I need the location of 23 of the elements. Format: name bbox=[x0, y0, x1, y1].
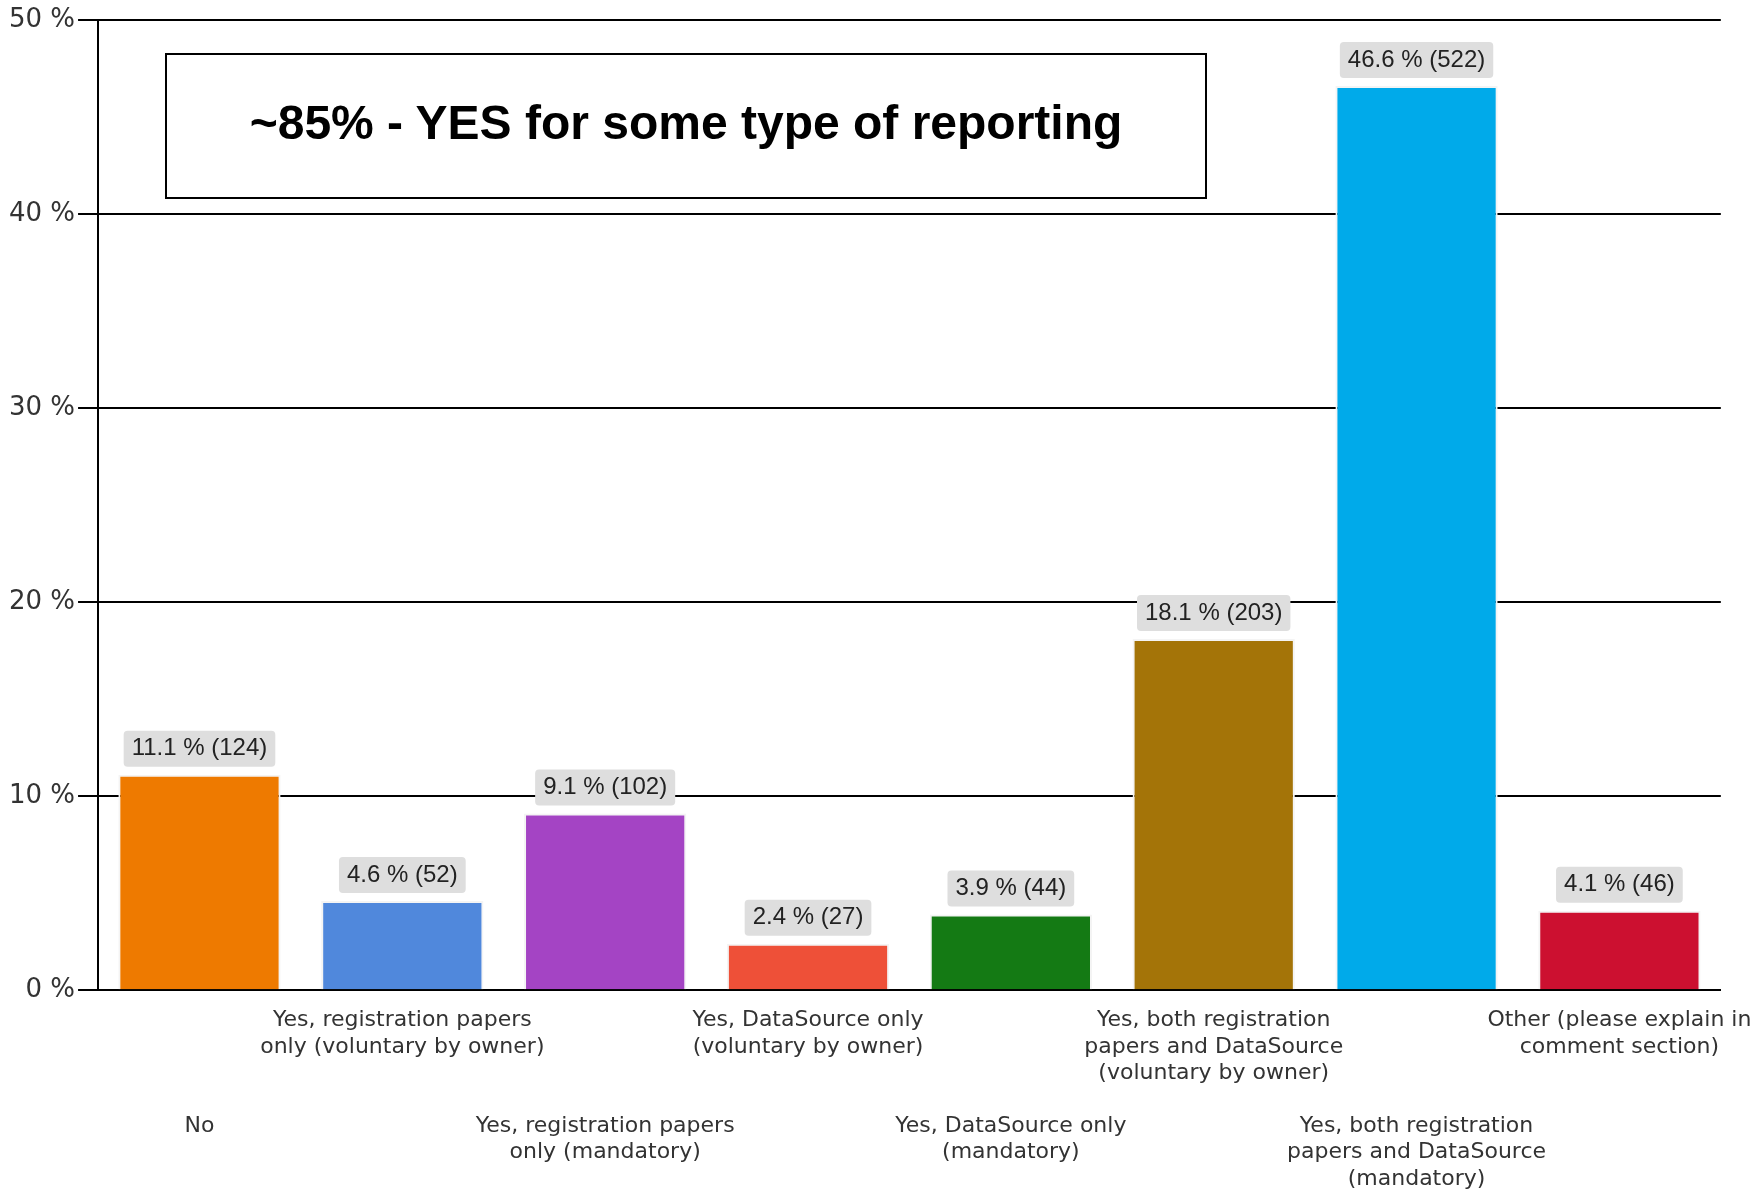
y-tick-label: 10 % bbox=[8, 778, 76, 809]
y-tick-label: 30 % bbox=[8, 390, 76, 421]
data-label: 2.4 % (27) bbox=[752, 902, 864, 930]
x-tick-label: Yes, both registration papers and DataSource (mandatory) bbox=[1287, 1111, 1547, 1190]
x-tick-label: Other (please explain in comment section) bbox=[1487, 1006, 1752, 1058]
y-tick-label: 20 % bbox=[8, 584, 76, 615]
data-label: 11.1 % (124) bbox=[131, 733, 268, 761]
data-label: 18.1 % (203) bbox=[1144, 597, 1283, 625]
y-tick-label: 40 % bbox=[8, 196, 76, 227]
data-label: 4.6 % (52) bbox=[346, 859, 458, 887]
data-label: 4.1 % (46) bbox=[1564, 869, 1675, 897]
y-tick-label: 0 % bbox=[25, 972, 76, 1003]
x-tick-label: Yes, DataSource only (voluntary by owner) bbox=[691, 1006, 924, 1058]
annotation: ~85% - YES for some type of reporting bbox=[249, 96, 1123, 150]
x-tick-label: Yes, both registration papers and DataSource (voluntary by owner) bbox=[1084, 1006, 1344, 1084]
x-tick-label: Yes, registration papers only (voluntary by owner) bbox=[260, 1006, 545, 1058]
data-label: 46.6 % (522) bbox=[1347, 44, 1486, 72]
x-tick-label: No bbox=[184, 1111, 215, 1137]
y-tick-label: 50 % bbox=[8, 2, 76, 33]
data-label: 9.1 % (102) bbox=[543, 772, 668, 800]
x-tick-label: Yes, registration papers only (mandatory) bbox=[474, 1111, 735, 1164]
x-tick-label: Yes, DataSource only (mandatory) bbox=[894, 1111, 1127, 1164]
data-label: 3.9 % (44) bbox=[955, 873, 1067, 901]
